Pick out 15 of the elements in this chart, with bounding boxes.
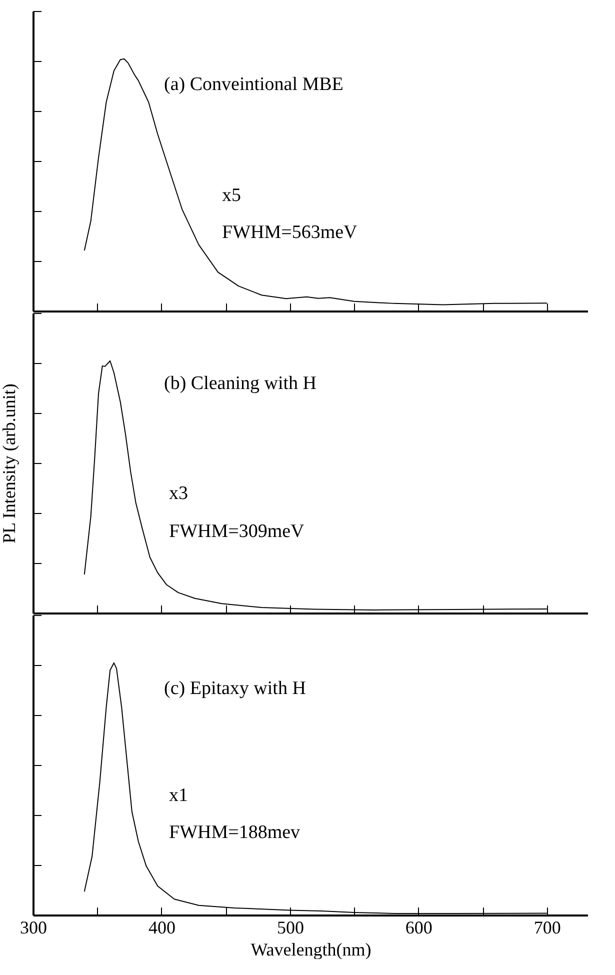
x-tick-label: 300 [20,918,47,938]
annotation: x1 [169,785,188,806]
x-tick-label: 600 [405,918,432,938]
annotation: FWHM=563meV [222,222,358,243]
y-axis-title: PL Intensity (arb.unit) [0,384,19,544]
annotation: (c) Epitaxy with H [164,678,306,699]
annotation: x3 [169,483,188,504]
x-tick-label: 500 [276,918,304,938]
annotation: x5 [222,185,241,206]
x-tick-label: 700 [534,918,561,938]
annotation: FWHM=188mev [169,822,301,843]
annotation: (b) Cleaning with H [164,373,317,394]
x-tick-label: 400 [148,918,176,938]
annotation: FWHM=309meV [169,521,305,542]
annotation: (a) Conveintional MBE [164,74,344,95]
